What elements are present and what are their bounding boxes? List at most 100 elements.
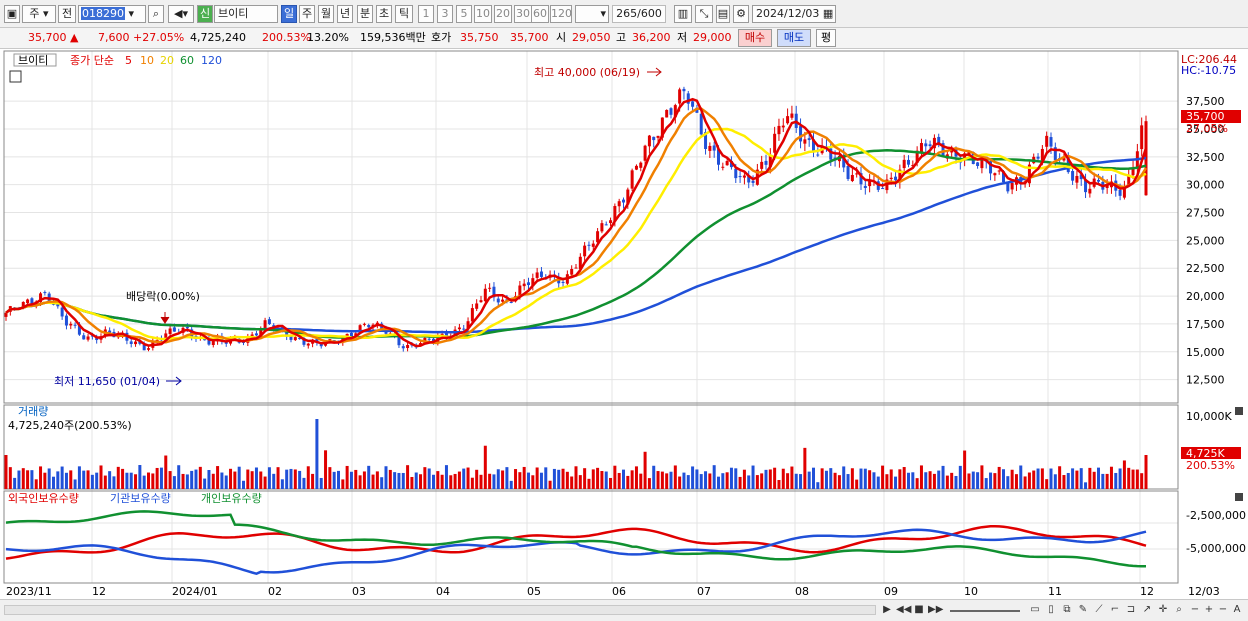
font-size-icon[interactable]: A [1233, 604, 1241, 615]
quote-bar: 35,700 ▲ 7,600 +27.05% 4,725,240 200.53%… [0, 28, 1248, 49]
volume-bar [1079, 468, 1083, 489]
interval-5[interactable]: 5 [456, 5, 472, 23]
bracket-icon[interactable]: ⊐ [1126, 604, 1136, 615]
hc-label: HC:-10.75 [1181, 64, 1236, 77]
tab-second[interactable]: 초 [376, 5, 392, 23]
cursor-icon[interactable]: ↗ [1142, 604, 1152, 615]
tab-minute[interactable]: 분 [357, 5, 373, 23]
candle-body [768, 154, 772, 167]
volume-bar [60, 466, 64, 489]
volume-bar [125, 472, 129, 489]
tab-year[interactable]: 년 [337, 5, 353, 23]
buy-button[interactable]: 매수 [738, 29, 772, 47]
x-axis-label: 07 [697, 585, 711, 598]
volume-bar [850, 468, 854, 489]
holders-pane-close-icon[interactable] [1235, 493, 1243, 501]
stock-code-input[interactable]: 018290 ▾ [78, 5, 146, 23]
interval-3[interactable]: 3 [437, 5, 453, 23]
gear-icon[interactable]: ⚙ [733, 5, 749, 23]
data-count-field[interactable]: 265/600 [612, 5, 666, 23]
copy-icon[interactable]: ⧉ [1063, 604, 1071, 615]
volume-bar [466, 467, 470, 489]
interval-60[interactable]: 60 [531, 5, 549, 23]
sell-button[interactable]: 매도 [777, 29, 811, 47]
trade-amount: 159,536백만 [360, 31, 426, 44]
x-axis-label: 04 [436, 585, 450, 598]
price-pane-border [3, 50, 1179, 404]
stop-icon[interactable]: ■ [914, 604, 924, 615]
candle-body [319, 343, 323, 347]
line-icon[interactable]: ⌐ [1110, 604, 1120, 615]
volume-bar [846, 474, 850, 489]
interval-20[interactable]: 20 [494, 5, 512, 23]
zoom-in-icon[interactable]: + [1204, 604, 1214, 615]
volume-pane-close-icon[interactable] [1235, 407, 1243, 415]
avg-button[interactable]: 평 [816, 29, 836, 47]
volume-bar [1131, 469, 1135, 489]
minus-icon[interactable]: − [1218, 604, 1228, 615]
candle-body [932, 137, 936, 149]
volume-bar [967, 473, 971, 489]
zoom-out-icon[interactable]: − [1190, 604, 1200, 615]
zoom-icon[interactable]: ⌕ [1176, 604, 1182, 615]
candle-body [1131, 167, 1135, 176]
candle-body [617, 201, 621, 207]
date-input[interactable]: 2024/12/03 ▦ [752, 5, 836, 23]
tab-day[interactable]: 일 [281, 5, 297, 23]
crosshair-icon[interactable]: ✛ [1158, 604, 1168, 615]
volume-bar [427, 468, 431, 489]
layout-icon[interactable]: ▭ [1030, 604, 1040, 615]
search-icon[interactable]: ⌕ [148, 5, 164, 23]
volume-bar [410, 476, 414, 489]
candle-body [643, 145, 647, 161]
trend-icon[interactable]: ⟋ [1095, 604, 1103, 615]
tab-week[interactable]: 주 [299, 5, 315, 23]
zoom-slider[interactable] [950, 610, 1020, 612]
menu-icon[interactable]: ▣ [4, 5, 20, 23]
volume-bar [911, 472, 915, 489]
split-icon[interactable]: ▯ [1048, 604, 1054, 615]
table-toggle-icon[interactable] [9, 70, 22, 83]
interval-1[interactable]: 1 [418, 5, 434, 23]
scroll-right-icon[interactable]: ▶ [883, 604, 891, 615]
interval-30[interactable]: 30 [514, 5, 532, 23]
volume-bar [708, 473, 712, 489]
interval-10[interactable]: 10 [474, 5, 492, 23]
volume-bar [345, 465, 349, 489]
rewind-icon[interactable]: ◀◀ [896, 604, 912, 615]
candle-body [691, 101, 695, 107]
legend-name-box[interactable] [13, 53, 57, 67]
volume-bar [1032, 470, 1036, 489]
period-select[interactable]: 주 ▾ [22, 5, 56, 23]
interval-120[interactable]: 120 [550, 5, 572, 23]
tab-tick[interactable]: 틱 [395, 5, 413, 23]
candle-body [224, 341, 228, 344]
tab-month[interactable]: 월 [318, 5, 334, 23]
volume-bar [254, 467, 258, 489]
candle-body [712, 145, 716, 151]
draw-icon[interactable]: ✎ [1078, 604, 1088, 615]
prev-button[interactable]: 전 [58, 5, 76, 23]
candle-body [362, 323, 366, 325]
price-tick-label: 12,500 [1186, 374, 1225, 387]
draw-tool-icon[interactable]: ⤡ [695, 5, 713, 23]
forward-icon[interactable]: ▶▶ [928, 604, 944, 615]
stock-name-field[interactable]: 브이티 [214, 5, 278, 23]
x-axis-label: 03 [352, 585, 366, 598]
chart-type-icon[interactable]: ▥ [674, 5, 692, 23]
volume-bar [190, 470, 194, 489]
candle-body [764, 160, 768, 165]
volume-bar [177, 465, 181, 489]
candle-body [1118, 189, 1122, 196]
candle-body [660, 117, 664, 138]
volume-bar [233, 471, 237, 489]
speaker-icon[interactable]: ◀▾ [168, 5, 194, 23]
volume-bar [734, 468, 738, 489]
volume-bar [1140, 473, 1144, 489]
candle-body [21, 301, 25, 309]
scrollbar-track[interactable] [4, 605, 876, 615]
interval-custom-select[interactable]: ▾ [575, 5, 609, 23]
save-icon[interactable]: ▤ [716, 5, 730, 23]
volume-bar [375, 471, 379, 489]
volume-bar [492, 474, 496, 489]
